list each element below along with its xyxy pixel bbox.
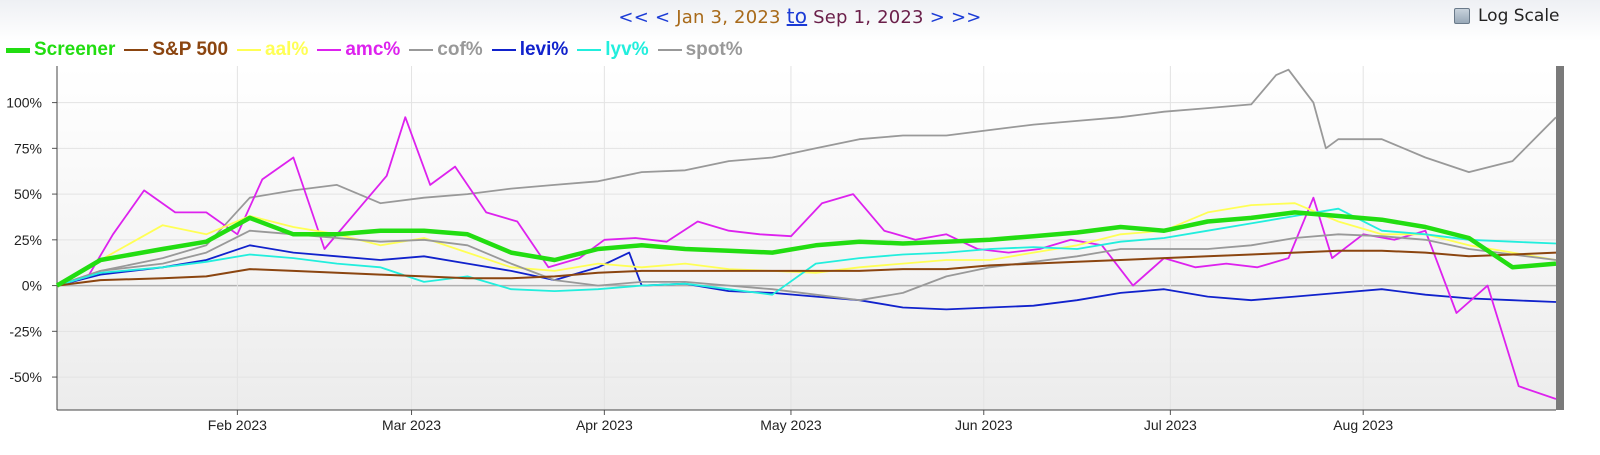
chart-legend: Screener S&P 500 aal% amc% cof% levi% lyv% spot… xyxy=(6,39,752,61)
x-tick-label: Jul 2023 xyxy=(1144,417,1197,433)
x-tick-label: May 2023 xyxy=(760,417,822,433)
legend-item-amc[interactable]: amc% xyxy=(317,39,400,61)
log-scale-toggle[interactable]: Log Scale xyxy=(1454,6,1560,26)
toolbar: << < Jan 3, 2023 to Sep 1, 2023 > >> Log Scale xyxy=(0,0,1600,68)
y-tick-label: -50% xyxy=(9,369,42,385)
plot-right-edge xyxy=(1556,66,1564,410)
line-chart: 100% 75% 50% 25% 0% -25% -50% Feb 2023 Mar 2023 A… xyxy=(6,66,1564,433)
y-tick-label: 100% xyxy=(6,95,42,111)
legend-swatch xyxy=(491,49,516,51)
legend-item-s-p-500[interactable]: S&P 500 xyxy=(124,39,228,61)
x-tick-label: Aug 2023 xyxy=(1333,417,1393,433)
legend-label: amc% xyxy=(345,39,401,60)
series-line-spot xyxy=(56,68,1557,287)
legend-item-lyv[interactable]: lyv% xyxy=(577,39,649,61)
legend-item-aal[interactable]: aal% xyxy=(237,39,308,61)
first-page-button[interactable]: << xyxy=(618,7,649,28)
legend-item-levi[interactable]: levi% xyxy=(491,39,569,61)
series-line-s-p-500 xyxy=(56,249,1557,287)
y-tick-label: 0% xyxy=(22,278,42,294)
legend-swatch xyxy=(577,49,602,51)
y-tick-label: 75% xyxy=(14,140,42,156)
y-tick-label: 25% xyxy=(14,232,42,248)
series-line-screener xyxy=(55,210,1557,288)
legend-item-spot[interactable]: spot% xyxy=(657,39,743,61)
log-scale-label: Log Scale xyxy=(1478,6,1560,26)
legend-label: spot% xyxy=(685,39,743,60)
date-range-navigator: << < Jan 3, 2023 to Sep 1, 2023 > >> xyxy=(0,4,1600,28)
y-tick-label: 50% xyxy=(14,186,42,202)
series-line-levi xyxy=(56,244,1557,311)
legend-swatch xyxy=(124,49,149,51)
series-line-amc xyxy=(56,116,1557,400)
log-scale-checkbox[interactable] xyxy=(1454,8,1470,24)
x-tick-label: Jun 2023 xyxy=(955,417,1013,433)
end-date[interactable]: Sep 1, 2023 xyxy=(813,7,924,28)
legend-swatch xyxy=(657,49,682,51)
to-link[interactable]: to xyxy=(786,4,808,28)
x-tick-label: Feb 2023 xyxy=(208,417,267,433)
start-date[interactable]: Jan 3, 2023 xyxy=(676,7,781,28)
prev-page-button[interactable]: < xyxy=(654,7,671,28)
legend-swatch xyxy=(237,49,262,51)
legend-label: Screener xyxy=(34,39,116,60)
legend-label: S&P 500 xyxy=(152,39,229,60)
legend-label: lyv% xyxy=(605,39,649,60)
legend-label: aal% xyxy=(265,39,309,60)
y-tick-label: -25% xyxy=(9,323,42,339)
legend-swatch xyxy=(6,47,30,53)
legend-label: cof% xyxy=(437,39,483,60)
next-page-button[interactable]: > xyxy=(929,7,945,28)
x-tick-label: Apr 2023 xyxy=(576,417,633,433)
plot-area xyxy=(57,66,1556,410)
series-line-cof xyxy=(56,229,1557,302)
legend-swatch xyxy=(317,49,342,51)
legend-item-screener[interactable]: Screener xyxy=(6,39,115,61)
x-tick-label: Mar 2023 xyxy=(382,417,441,433)
legend-swatch xyxy=(409,49,434,51)
legend-label: levi% xyxy=(519,39,569,60)
legend-item-cof[interactable]: cof% xyxy=(409,39,483,61)
series-line-aal xyxy=(56,202,1557,287)
last-page-button[interactable]: >> xyxy=(951,7,982,28)
